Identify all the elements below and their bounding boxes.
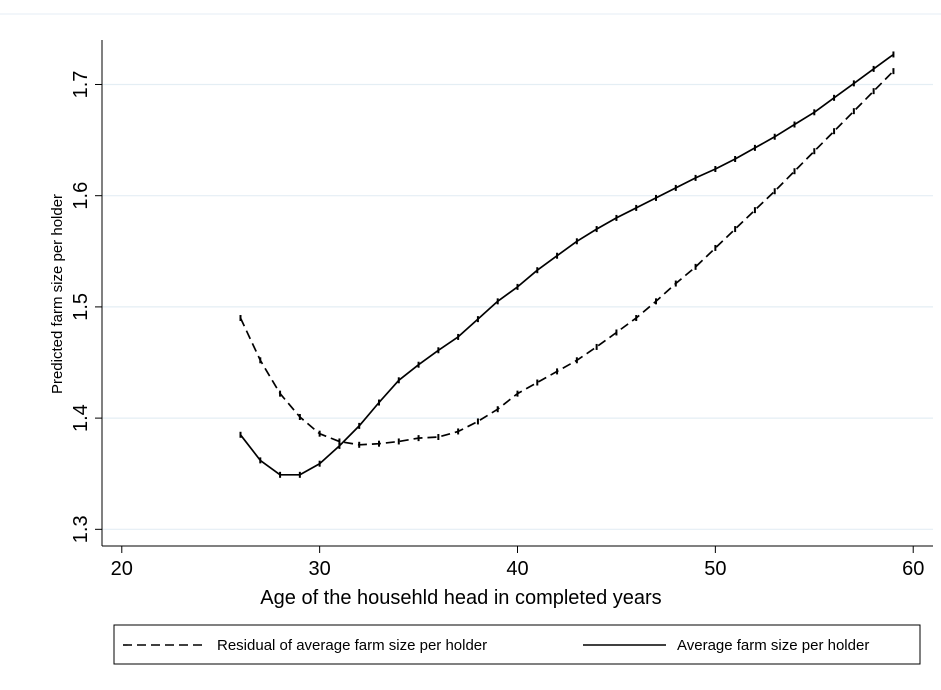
x-tick-label: 60 (902, 558, 924, 580)
x-tick-label: 20 (111, 558, 133, 580)
y-tick-label: 1.3 (70, 515, 92, 543)
x-tick-label: 30 (309, 558, 331, 580)
y-axis-title: Predicted farm size per holder (49, 194, 66, 394)
legend: Residual of average farm size per holder… (113, 624, 921, 665)
series-line-residual (239, 70, 895, 446)
x-ticks: 20 30 40 50 60 (111, 546, 924, 580)
legend-label-residual: Residual of average farm size per holder (217, 637, 487, 654)
legend-box (113, 624, 921, 665)
y-tick-label: 1.4 (70, 404, 92, 432)
y-ticks: 1.3 1.4 1.5 1.6 1.7 (70, 71, 102, 543)
gridlines (102, 83, 933, 530)
legend-label-average: Average farm size per holder (677, 637, 869, 654)
series-layer (239, 51, 895, 478)
series-line-average (239, 53, 894, 476)
x-tick-label: 40 (506, 558, 528, 580)
x-axis-title: Age of the househld head in completed ye… (260, 587, 661, 609)
y-tick-label: 1.5 (70, 293, 92, 321)
x-tick-label: 50 (704, 558, 726, 580)
y-tick-label: 1.7 (70, 71, 92, 99)
y-tick-label: 1.6 (70, 182, 92, 210)
